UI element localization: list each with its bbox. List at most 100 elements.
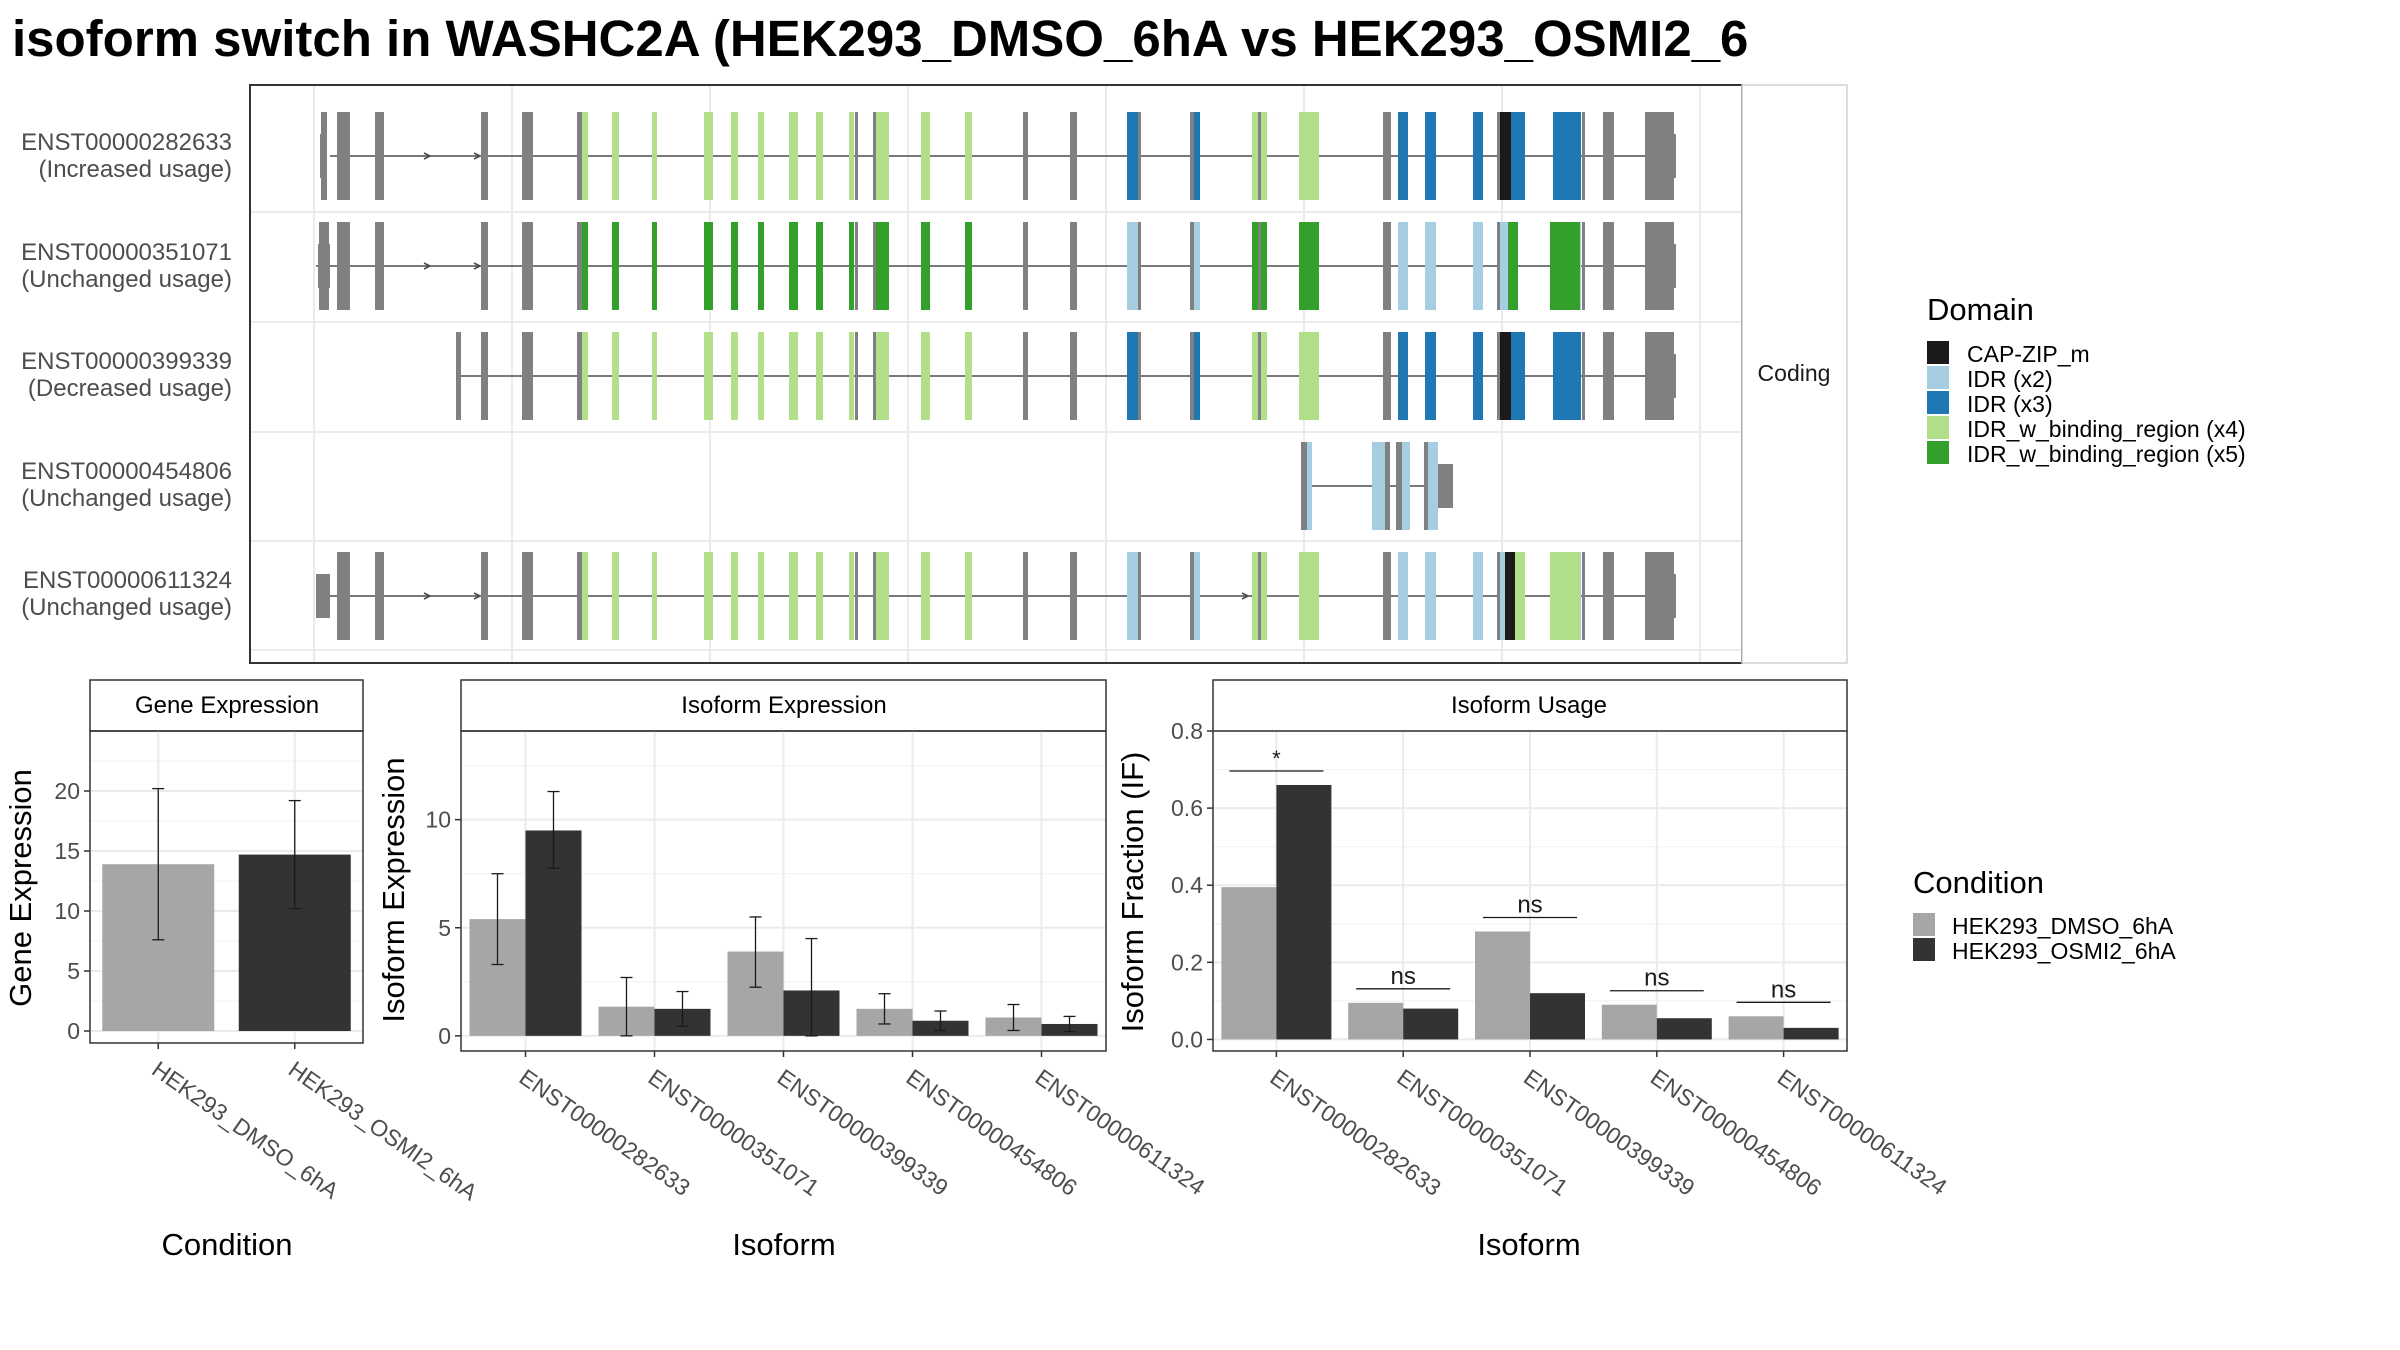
domain-exon xyxy=(1500,332,1511,420)
exon xyxy=(1645,552,1667,640)
exon xyxy=(1385,442,1390,530)
bar-2-1 xyxy=(1348,1002,1404,1040)
exon xyxy=(456,332,461,420)
isoform-usage-panel: Isoform Usage Isoform Isoform Fraction (… xyxy=(1115,679,1952,1262)
y-tick-label: 5 xyxy=(438,915,451,941)
domain-exon xyxy=(849,222,854,310)
domain-exon xyxy=(965,222,972,310)
exon xyxy=(1258,332,1261,420)
exon xyxy=(1383,222,1391,310)
domain-exon xyxy=(1425,332,1436,420)
domain-exon xyxy=(1398,332,1408,420)
domain-legend-key-4 xyxy=(1927,416,1949,439)
domain-exon xyxy=(1299,222,1319,310)
domain-exon xyxy=(1299,332,1319,420)
y-tick-label: 10 xyxy=(54,898,80,924)
domain-exon xyxy=(1500,112,1511,200)
gene-expression-bars xyxy=(102,787,351,1031)
exon xyxy=(1645,222,1667,310)
domain-exon xyxy=(758,552,764,640)
exon xyxy=(855,222,858,310)
domain-exon xyxy=(1127,222,1138,310)
figure-title: isoform switch in WASHC2A (HEK293_DMSO_6… xyxy=(12,10,1748,67)
domain-exon xyxy=(1428,442,1438,530)
isoform-usage-y-axis: 0.0 0.2 0.4 0.6 0.8 xyxy=(1171,718,1213,1052)
domain-exon xyxy=(816,222,823,310)
domain-exon xyxy=(921,222,930,310)
domain-exon xyxy=(1500,222,1508,310)
isoform-expression-y-axis: 0 5 10 xyxy=(425,807,461,1049)
exon xyxy=(375,112,384,200)
domain-exon xyxy=(1127,552,1138,640)
exon xyxy=(337,222,341,310)
exon xyxy=(855,332,858,420)
domain-legend: Domain CAP-ZIP_m IDR (x2) IDR (x3) IDR_w… xyxy=(1927,292,2246,467)
domain-exon xyxy=(731,112,738,200)
gene-expression-y-axis: 0 5 10 15 20 xyxy=(54,778,90,1044)
exon xyxy=(1301,442,1307,530)
y-tick-label: 0 xyxy=(438,1023,451,1049)
exon xyxy=(1497,222,1501,310)
isoform-label-4-id: ENST00000454806 xyxy=(21,458,232,485)
exon xyxy=(481,332,488,420)
domain-exon xyxy=(1425,222,1436,310)
y-tick-label: 10 xyxy=(425,807,451,833)
exon xyxy=(1023,332,1028,420)
domain-exon xyxy=(1553,112,1581,200)
domain-exon xyxy=(652,112,657,200)
isoform-usage-strip-title: Isoform Usage xyxy=(1451,692,1607,719)
isoform-expression-panel: Isoform Expression Isoform Isoform Expre… xyxy=(376,679,1210,1262)
significance-label: ns xyxy=(1644,965,1669,992)
exon xyxy=(873,222,876,310)
exon xyxy=(1662,112,1674,200)
exon xyxy=(522,332,533,420)
domain-exon xyxy=(921,552,930,640)
domain-exon xyxy=(1127,112,1138,200)
y-tick-label: 0.4 xyxy=(1171,872,1203,898)
isoform-track-2 xyxy=(316,222,1676,310)
domain-exon xyxy=(1550,222,1580,310)
domain-exon xyxy=(1372,442,1378,530)
isoform-label-1-usage: (Increased usage) xyxy=(39,156,232,183)
structure-facet-label: Coding xyxy=(1758,360,1831,386)
isoform-usage-strip xyxy=(1212,679,1848,732)
exon xyxy=(1497,552,1501,640)
domain-exon xyxy=(582,332,588,420)
exon xyxy=(319,222,329,310)
bar-4-1 xyxy=(1601,1004,1657,1040)
domain-exon xyxy=(1473,332,1483,420)
exon xyxy=(1258,222,1261,310)
domain-exon xyxy=(1194,552,1200,640)
domain-exon xyxy=(789,552,798,640)
exon xyxy=(873,552,876,640)
condition-legend-label-2: HEK293_OSMI2_6hA xyxy=(1952,938,2176,964)
isoform-expression-x-axis: ENST00000282633ENST00000351071ENST000003… xyxy=(515,1051,1210,1201)
domain-exon xyxy=(652,332,657,420)
domain-exon xyxy=(1511,332,1525,420)
gene-expression-strip-title: Gene Expression xyxy=(135,692,319,719)
exon xyxy=(1138,332,1141,420)
domain-exon xyxy=(1194,112,1200,200)
structure-tracks xyxy=(316,112,1676,640)
domain-exon xyxy=(1378,442,1386,530)
domain-exon xyxy=(1194,332,1200,420)
isoform-label-1-id: ENST00000282633 xyxy=(21,129,232,156)
isoform-label-5-id: ENST00000611324 xyxy=(23,567,232,594)
exon xyxy=(337,552,346,640)
isoform-track-3 xyxy=(456,332,1676,420)
isoform-label-3-id: ENST00000399339 xyxy=(21,348,232,375)
domain-legend-title: Domain xyxy=(1927,292,2034,327)
domain-exon xyxy=(876,222,889,310)
exon xyxy=(855,112,858,200)
exon xyxy=(1070,552,1077,640)
domain-exon xyxy=(582,552,588,640)
domain-exon xyxy=(816,112,823,200)
domain-exon xyxy=(965,552,972,640)
strand-arrow-icon xyxy=(423,262,432,270)
domain-exon xyxy=(1307,442,1312,530)
domain-legend-key-1 xyxy=(1927,341,1949,364)
gene-expression-frame xyxy=(89,730,364,1044)
domain-exon xyxy=(849,332,854,420)
utr-block xyxy=(316,574,330,618)
domain-exon xyxy=(1511,112,1525,200)
